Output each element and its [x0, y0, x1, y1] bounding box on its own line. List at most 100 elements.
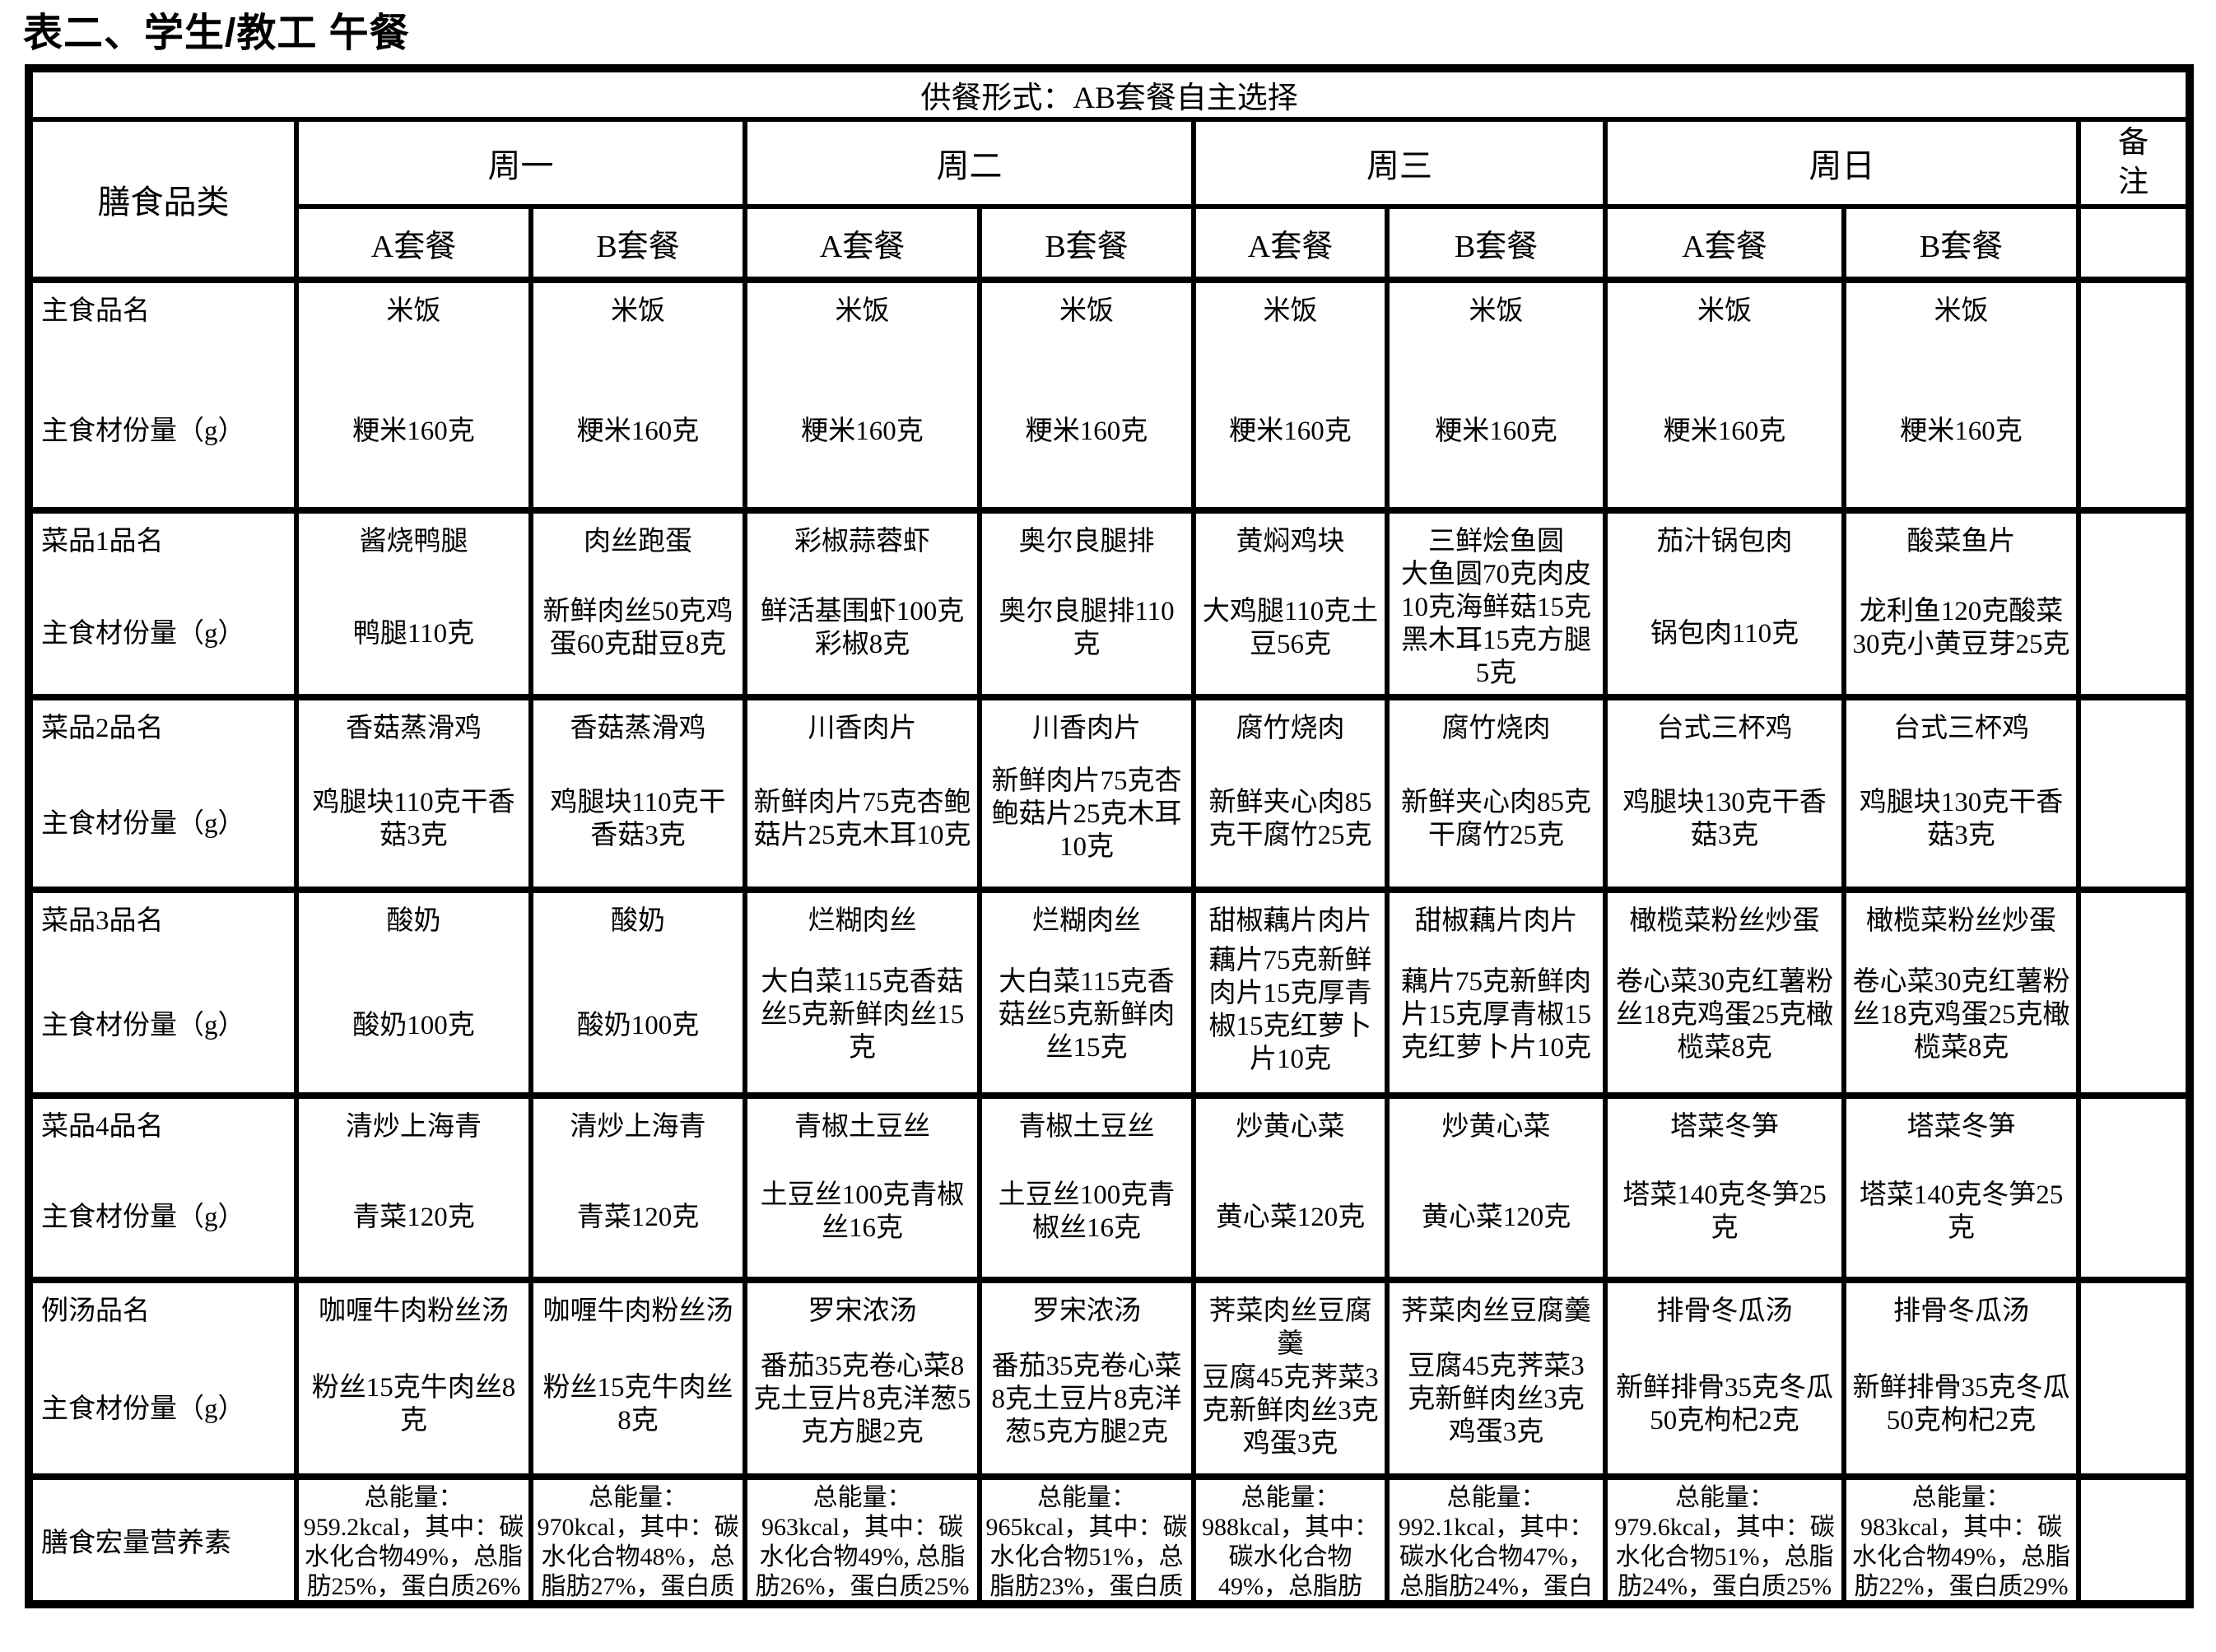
dish-name: 米饭	[1934, 296, 1989, 326]
day-header-row: 膳食品类 周一 周二 周三 周日 备注	[26, 117, 2193, 282]
menu-cell: 米饭 粳米160克	[528, 277, 747, 513]
dish-portion: 粳米160克	[1229, 416, 1352, 447]
menu-cell: 咖喱牛肉粉丝汤 粉丝15克牛肉丝8克	[294, 1277, 533, 1479]
nutrient-cell: 总能量： 988kcal，其中：碳水化合物49%，总脂肪28%，蛋白质23%	[1191, 1473, 1390, 1607]
menu-row-dish2: 菜品2品名 主食材份量（g） 香菇蒸滑鸡 鸡腿块110克干香菇3克 香菇蒸滑鸡 鸡腿块…	[26, 694, 2193, 892]
menu-cell: 甜椒藕片肉片 藕片75克新鲜肉片15克厚青椒15克红萝卜片10克	[1191, 886, 1390, 1098]
remark-cell-empty	[2075, 886, 2193, 1098]
nutrient-text: 总能量： 988kcal，其中：碳水化合物49%，总脂肪28%，蛋白质23%	[1202, 1484, 1379, 1600]
row-label: 例汤品名	[41, 1296, 150, 1326]
dish-name: 青椒土豆丝	[794, 1112, 930, 1142]
dish-portion: 卷心菜30克红薯粉丝18克鸡蛋25克橄榄菜8克	[1852, 967, 2070, 1063]
menu-cell: 腐竹烧肉新鲜夹心肉85克干腐竹25克	[1385, 694, 1608, 892]
dish-portion: 藕片75克新鲜肉片15克厚青椒15克红萝卜片10克	[1401, 967, 1591, 1063]
dish-name: 茄汁锅包肉	[1656, 527, 1793, 556]
dish-name: 米饭	[1059, 296, 1114, 326]
dish-portion: 鸡腿块130克干香菇3克	[1622, 787, 1827, 850]
menu-cell: 罗宋浓汤 番茄35克卷心菜8克土豆片8克洋葱5克方腿2克	[743, 1277, 982, 1479]
header-day-wednesday: 周三	[1191, 117, 1608, 209]
menu-cell: 台式三杯鸡 鸡腿块130克干香菇3克	[1841, 694, 2081, 892]
header-day-tuesday: 周二	[743, 117, 1196, 209]
row-sub-label: 主食材份量（g）	[41, 1202, 245, 1232]
row-label: 菜品2品名	[41, 714, 164, 743]
dish-name: 奥尔良腿排	[1018, 527, 1155, 556]
nutrient-text: 总能量： 963kcal，其中：碳水化合物49%, 总脂肪26%，蛋白质25%	[755, 1484, 970, 1600]
dish-portion: 大鸡腿110克土豆56克	[1202, 597, 1379, 660]
menu-cell: 排骨冬瓜汤 新鲜排骨35克冬瓜50克枸杞2克	[1603, 1277, 1846, 1479]
dish-name: 腐竹烧肉	[1441, 714, 1551, 743]
dish-portion: 龙利鱼120克酸菜30克小黄豆芽25克	[1852, 597, 2070, 660]
dish-name: 罗宋浓汤	[1032, 1296, 1141, 1326]
dish-portion: 粳米160克	[1435, 416, 1557, 447]
dish-name: 炒黄心菜	[1441, 1112, 1551, 1142]
dish-name: 台式三杯鸡	[1893, 714, 2029, 743]
remark-cell-empty	[2075, 1277, 2193, 1479]
header-remark: 备注	[2075, 117, 2193, 209]
dish-portion: 粳米160克	[1663, 416, 1786, 447]
dish-name: 青椒土豆丝	[1018, 1112, 1155, 1142]
dish-portion: 锅包肉110克	[1650, 618, 1799, 649]
serving-format-row: 供餐形式：AB套餐自主选择	[26, 66, 2193, 122]
menu-row-dish1: 菜品1品名 主食材份量（g） 酱烧鸭腿 鸭腿110克 肉丝跑蛋 新鲜肉丝50克鸡蛋60…	[26, 507, 2193, 700]
dish-portion: 鸡腿块110克干香菇3克	[312, 787, 515, 850]
row-label-cell: 菜品1品名 主食材份量（g）	[26, 507, 299, 700]
dish-portion: 大白菜115克香菇丝5克新鲜肉丝15克	[760, 967, 965, 1063]
dish-portion: 塔菜140克冬笋25克	[1859, 1180, 2064, 1244]
dish-name: 米饭	[1697, 296, 1752, 326]
menu-cell: 烂糊肉丝 大白菜115克香菇丝5克新鲜肉丝15克	[977, 886, 1196, 1098]
header-set-b-sunday: B套餐	[1841, 204, 2081, 282]
menu-cell: 塔菜冬笋塔菜140克冬笋25克	[1841, 1092, 2081, 1282]
dish-portion: 粳米160克	[352, 416, 475, 447]
remark-cell-empty	[2075, 204, 2193, 282]
dish-name: 烂糊肉丝	[1032, 906, 1141, 936]
dish-name: 炒黄心菜	[1236, 1112, 1345, 1142]
header-set-a-sunday: A套餐	[1603, 204, 1846, 282]
dish-name: 咖喱牛肉粉丝汤	[542, 1296, 733, 1326]
dish-portion: 粳米160克	[1025, 416, 1148, 447]
dish-name: 川香肉片	[1032, 714, 1141, 743]
dish-name: 川香肉片	[808, 714, 917, 743]
dish-portion: 新鲜夹心肉85克干腐竹25克	[1401, 787, 1591, 850]
menu-cell: 酱烧鸭腿 鸭腿110克	[294, 507, 533, 700]
header-set-b-tuesday: B套餐	[977, 204, 1196, 282]
dish-name: 台式三杯鸡	[1656, 714, 1793, 743]
row-label-cell: 主食品名 主食材份量（g）	[26, 277, 299, 513]
dish-name: 米饭	[1263, 296, 1318, 326]
serving-format-banner: 供餐形式：AB套餐自主选择	[26, 66, 2193, 122]
menu-row-dish3: 菜品3品名 主食材份量（g） 酸奶 酸奶100克 酸奶 酸奶100克 烂糊肉丝 大白菜1…	[26, 886, 2193, 1098]
dish-portion: 新鲜肉丝50克鸡蛋60克甜豆8克	[542, 597, 733, 660]
menu-cell: 彩椒蒜蓉虾 鲜活基围虾100克彩椒8克	[743, 507, 982, 700]
row-label: 菜品3品名	[41, 906, 164, 936]
menu-row-nutrients: 膳食宏量营养素 总能量： 959.2kcal，其中：碳水化合物49%，总脂肪25…	[26, 1473, 2193, 1607]
dish-name: 塔菜冬笋	[1906, 1112, 2016, 1142]
lunch-menu-table: 供餐形式：AB套餐自主选择 膳食品类 周一 周二 周三 周日 备注 A套餐 B套…	[25, 64, 2195, 1608]
header-set-a-tuesday: A套餐	[743, 204, 982, 282]
menu-cell: 清炒上海青 青菜120克	[294, 1092, 533, 1282]
dish-name: 塔菜冬笋	[1670, 1112, 1779, 1142]
page-title: 表二、学生/教工 午餐	[23, 12, 410, 55]
menu-cell: 米饭 粳米160克	[294, 277, 533, 513]
set-header-row: A套餐 B套餐 A套餐 B套餐 A套餐 B套餐 A套餐 B套餐	[29, 204, 2193, 282]
header-category: 膳食品类	[26, 117, 299, 282]
dish-name: 香菇蒸滑鸡	[570, 714, 706, 743]
row-label-cell: 膳食宏量营养素	[26, 1473, 299, 1607]
dish-portion: 土豆丝100克青椒丝16克	[760, 1180, 965, 1244]
menu-cell: 米饭 粳米160克	[743, 277, 982, 513]
dish-name: 酸奶	[611, 906, 665, 936]
row-label-cell: 菜品3品名 主食材份量（g）	[26, 886, 299, 1098]
row-label: 菜品4品名	[41, 1112, 164, 1142]
dish-name: 荠菜肉丝豆腐羹	[1401, 1296, 1591, 1326]
dish-name: 清炒上海青	[346, 1112, 482, 1142]
menu-cell: 川香肉片 新鲜肉片75克杏鲍菇片25克木耳10克	[743, 694, 982, 892]
dish-name: 清炒上海青	[570, 1112, 706, 1142]
row-label-cell: 例汤品名主食材份量（g）	[26, 1277, 299, 1479]
dish-name: 腐竹烧肉	[1236, 714, 1345, 743]
row-sub-label: 主食材份量（g）	[41, 1394, 245, 1425]
menu-cell: 荠菜肉丝豆腐羹 豆腐45克荠菜3克新鲜肉丝3克鸡蛋3克	[1191, 1277, 1390, 1479]
dish-portion: 奥尔良腿排110克	[999, 597, 1175, 660]
header-set-a-monday: A套餐	[294, 204, 533, 282]
menu-cell: 米饭粳米160克	[977, 277, 1196, 513]
menu-cell: 腐竹烧肉 新鲜夹心肉85克干腐竹25克	[1191, 694, 1390, 892]
dish-portion: 番茄35克卷心菜8克土豆片8克洋葱5克方腿2克	[753, 1351, 971, 1447]
nutrient-cell: 总能量： 959.2kcal，其中：碳水化合物49%，总脂肪25%，蛋白质26%	[294, 1473, 533, 1607]
